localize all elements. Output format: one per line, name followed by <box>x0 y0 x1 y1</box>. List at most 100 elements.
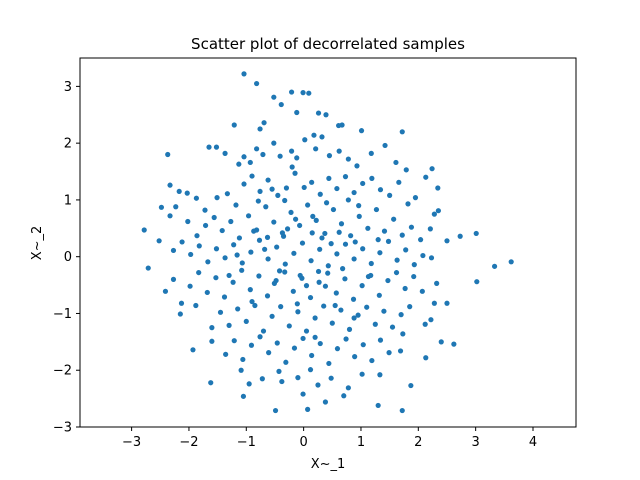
data-point <box>230 279 236 285</box>
data-point <box>275 192 281 198</box>
x-tick-label: 4 <box>529 435 537 450</box>
data-point <box>328 241 334 247</box>
data-point <box>272 407 279 414</box>
data-point <box>381 228 388 234</box>
data-point <box>399 129 405 135</box>
y-tick-label: −2 <box>53 364 72 379</box>
data-point <box>319 235 325 241</box>
data-point <box>257 188 263 195</box>
data-point <box>209 338 215 344</box>
data-point <box>290 288 296 294</box>
data-point <box>394 257 400 263</box>
data-point <box>346 326 353 332</box>
data-point <box>283 185 290 191</box>
data-point <box>300 335 306 342</box>
data-point <box>330 206 337 213</box>
data-point <box>165 151 171 158</box>
data-point <box>351 315 357 321</box>
data-point <box>247 287 253 293</box>
y-tick-label: 2 <box>64 137 72 152</box>
data-point <box>368 150 374 156</box>
data-point <box>336 148 342 154</box>
data-point <box>269 313 275 319</box>
data-point <box>222 150 228 156</box>
data-point <box>408 382 414 389</box>
data-point <box>373 206 380 213</box>
data-point <box>278 101 284 108</box>
data-point <box>356 213 362 219</box>
data-point <box>236 235 243 241</box>
data-point <box>326 360 332 367</box>
data-point <box>375 237 381 243</box>
data-point <box>382 142 388 149</box>
data-point <box>372 321 378 327</box>
data-point <box>196 243 202 249</box>
data-point <box>277 153 283 159</box>
data-point <box>403 167 409 173</box>
data-point <box>368 260 374 267</box>
data-point <box>249 298 255 305</box>
data-point <box>241 154 247 160</box>
data-point <box>365 225 371 231</box>
data-point <box>393 269 400 276</box>
data-point <box>211 214 217 221</box>
data-point <box>226 272 232 279</box>
data-point <box>193 302 199 309</box>
data-point <box>399 407 405 414</box>
data-point <box>343 336 349 342</box>
data-point <box>224 191 230 197</box>
data-point <box>213 144 220 150</box>
data-point <box>393 159 399 166</box>
data-point <box>338 307 344 313</box>
data-point <box>431 300 437 306</box>
data-point <box>249 173 255 179</box>
data-point <box>325 270 331 276</box>
data-point <box>170 276 177 282</box>
data-point <box>315 382 321 388</box>
data-point <box>429 166 435 172</box>
data-point <box>427 226 433 232</box>
data-point <box>360 342 366 348</box>
data-point <box>377 250 383 256</box>
data-point <box>325 263 331 269</box>
data-point <box>391 216 397 222</box>
data-point <box>474 279 480 285</box>
chart-title: Scatter plot of decorrelated samples <box>191 35 465 53</box>
data-point <box>246 381 252 387</box>
data-point <box>259 376 265 382</box>
data-point <box>315 268 322 275</box>
data-point <box>167 182 173 188</box>
data-point <box>334 251 340 257</box>
data-point <box>334 185 340 192</box>
x-axis-label: X~_1 <box>311 457 346 472</box>
y-axis-label: X~_2 <box>30 226 45 261</box>
data-point <box>307 294 314 301</box>
data-point <box>263 204 269 210</box>
data-point <box>311 132 317 138</box>
data-point <box>345 385 351 391</box>
data-point <box>326 175 332 181</box>
data-point <box>264 234 271 240</box>
data-point <box>396 179 402 185</box>
data-point <box>377 372 383 378</box>
data-point <box>262 246 268 252</box>
data-point <box>239 267 245 273</box>
data-point <box>405 201 411 207</box>
data-point <box>228 218 234 225</box>
data-point <box>321 303 327 309</box>
data-point <box>385 277 391 284</box>
data-point <box>310 213 316 219</box>
data-point <box>300 90 306 96</box>
data-point <box>280 233 287 239</box>
data-point <box>188 251 194 258</box>
data-point <box>260 151 266 158</box>
data-point <box>420 252 426 259</box>
x-tick-label: 0 <box>299 435 307 450</box>
data-point <box>386 350 392 356</box>
data-point <box>252 302 258 309</box>
data-point <box>307 367 314 373</box>
data-point <box>326 153 333 159</box>
data-point <box>435 185 441 191</box>
data-point <box>377 187 384 193</box>
data-point <box>355 312 361 318</box>
